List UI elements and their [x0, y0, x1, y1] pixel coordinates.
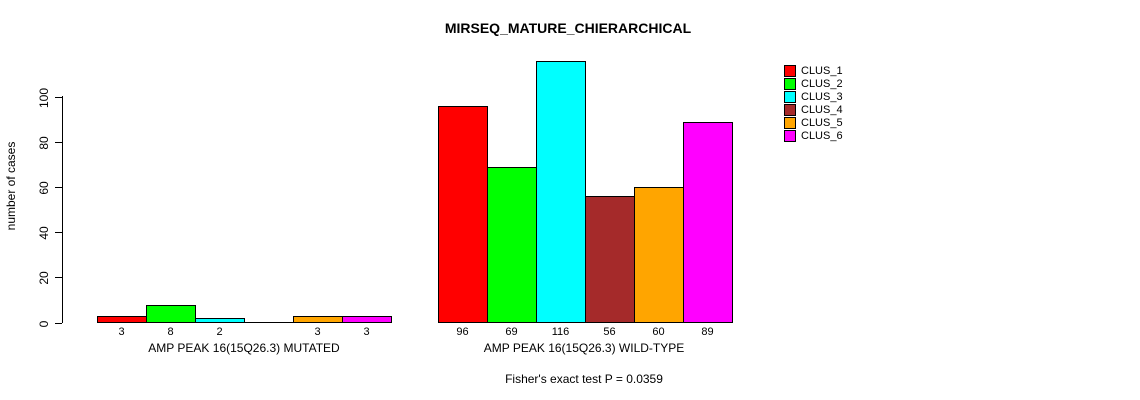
legend-swatch-icon: [784, 77, 796, 90]
legend-label: CLUS_3: [801, 90, 843, 103]
legend-label: CLUS_5: [801, 116, 843, 129]
legend-swatch-icon: [784, 129, 796, 142]
bar-value-label: 3: [118, 326, 125, 338]
bar: [293, 316, 343, 323]
bar-value-label: 8: [167, 326, 174, 338]
chart-title: MIRSEQ_MATURE_CHIERARCHICAL: [444, 20, 692, 36]
legend-swatch-icon: [784, 90, 796, 103]
legend-row: CLUS_1: [784, 64, 843, 77]
bar: [487, 167, 537, 323]
bar: [342, 316, 392, 323]
legend: CLUS_1 CLUS_2 CLUS_3 CLUS_4 CLUS_5 CLUS_6: [784, 64, 843, 142]
x-group-label-mutated: AMP PEAK 16(15Q26.3) MUTATED: [148, 341, 340, 355]
y-axis-line: [62, 96, 63, 323]
legend-row: CLUS_6: [784, 129, 843, 142]
y-axis-label: number of cases: [4, 141, 18, 231]
bar-value-label: 89: [701, 326, 714, 338]
bar-zero: [244, 322, 294, 323]
bar: [634, 187, 684, 323]
legend-label: CLUS_4: [801, 103, 843, 116]
legend-swatch-icon: [784, 64, 796, 77]
legend-swatch-icon: [784, 116, 796, 129]
y-axis-tick: [55, 277, 62, 278]
y-axis-tick: [55, 187, 62, 188]
y-tick-label: 100: [37, 87, 51, 108]
bar: [585, 196, 635, 323]
bar-value-label: 116: [551, 326, 570, 338]
bar-value-label: 56: [603, 326, 616, 338]
legend-label: CLUS_1: [801, 64, 843, 77]
legend-row: CLUS_4: [784, 103, 843, 116]
legend-swatch-icon: [784, 103, 796, 116]
bar-value-label: 3: [363, 326, 370, 338]
bar-value-label: 2: [216, 326, 223, 338]
y-axis-tick: [55, 97, 62, 98]
y-axis-tick: [55, 232, 62, 233]
legend-label: CLUS_6: [801, 129, 843, 142]
legend-row: CLUS_3: [784, 90, 843, 103]
y-tick-label: 80: [37, 135, 51, 150]
legend-label: CLUS_2: [801, 77, 843, 90]
bar: [146, 305, 196, 323]
legend-row: CLUS_5: [784, 116, 843, 129]
bar-value-label: 3: [314, 326, 321, 338]
y-tick-label: 60: [37, 180, 51, 195]
x-group-label-wild-type: AMP PEAK 16(15Q26.3) WILD-TYPE: [483, 341, 685, 355]
bar-value-label: 96: [456, 326, 469, 338]
y-axis-tick: [55, 323, 62, 324]
fisher-test-annotation: Fisher's exact test P = 0.0359: [505, 372, 663, 386]
bar-value-label: 69: [505, 326, 518, 338]
legend-row: CLUS_2: [784, 77, 843, 90]
bar: [195, 318, 245, 323]
bar: [97, 316, 147, 323]
y-axis-tick: [55, 142, 62, 143]
bar: [536, 61, 586, 323]
bar-value-label: 60: [652, 326, 665, 338]
y-tick-label: 0: [37, 320, 51, 327]
y-tick-label: 40: [37, 225, 51, 240]
y-tick-label: 20: [37, 270, 51, 285]
bar: [438, 106, 488, 323]
bar: [683, 122, 733, 323]
